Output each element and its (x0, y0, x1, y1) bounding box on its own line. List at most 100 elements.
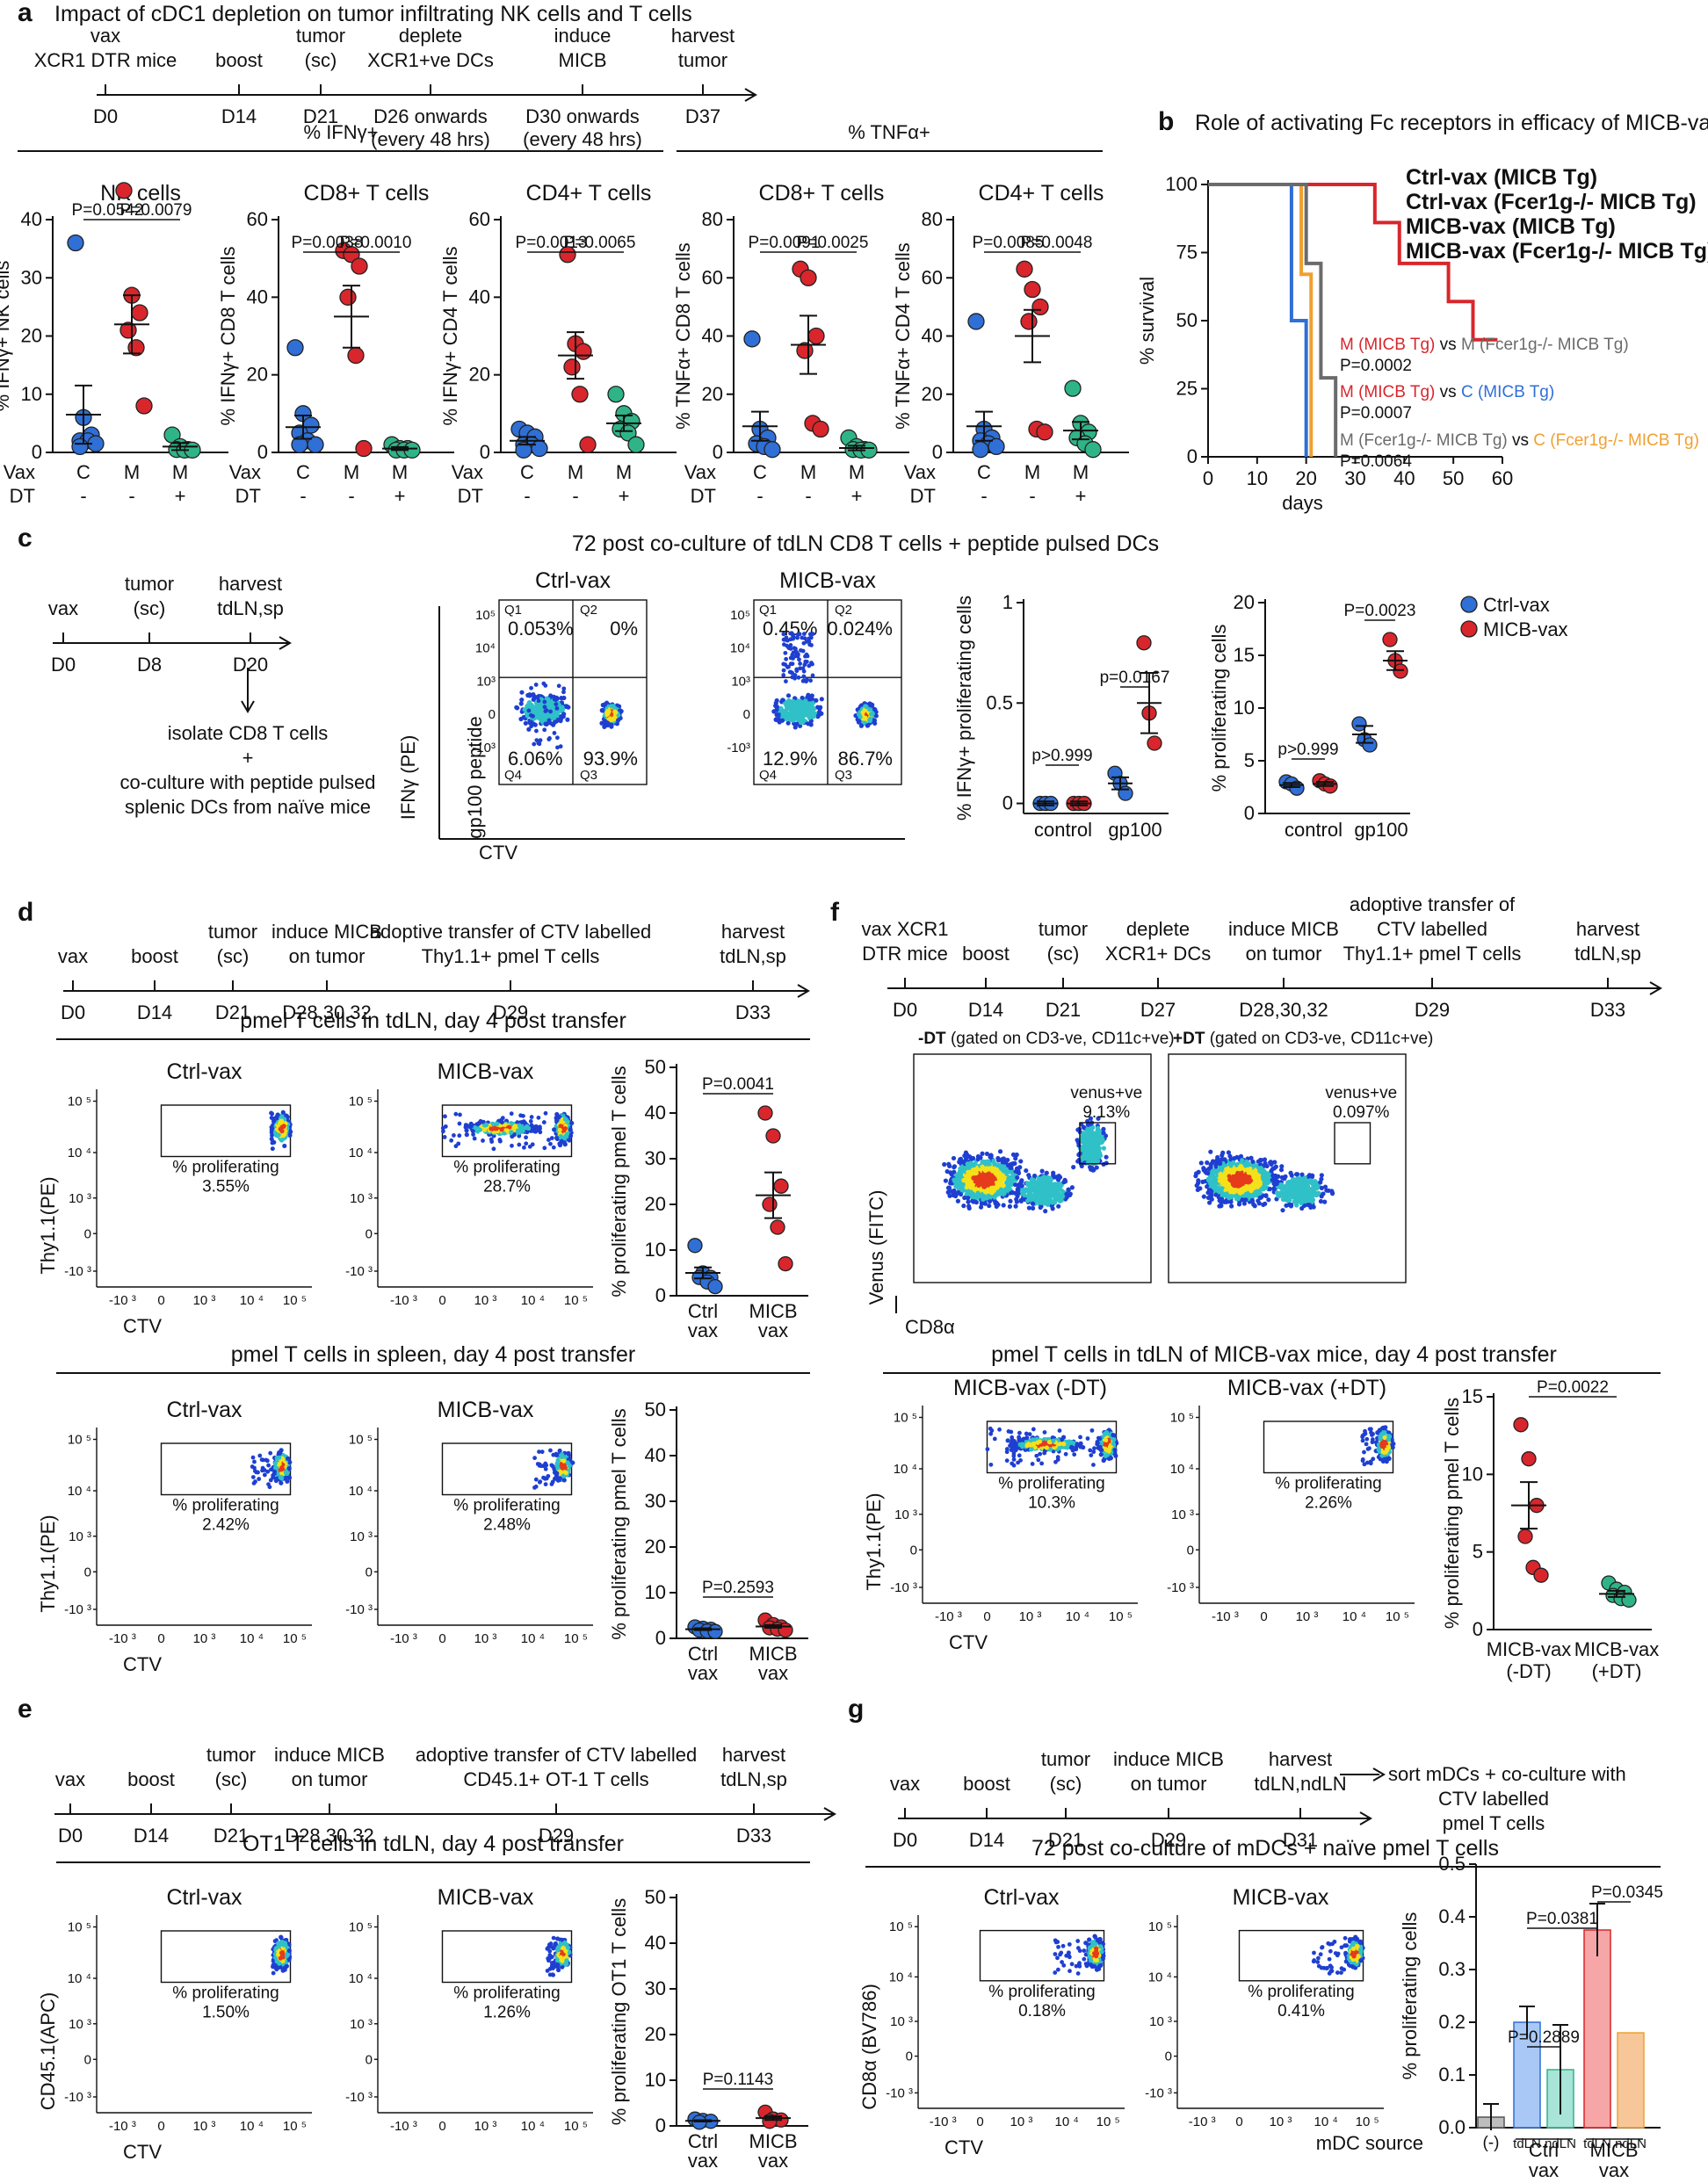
d-bot-ctrl-x-tick: 10 ³ (193, 1631, 216, 1646)
p-value: P=0.0025 (797, 234, 869, 252)
panel-letter-c: c (18, 524, 33, 553)
panel-f-timeline-day: D29 (1415, 999, 1450, 1021)
c-flow-micb-event (807, 663, 812, 669)
panel-d-bottom-title: pmel T cells in spleen, day 4 post trans… (231, 1342, 635, 1367)
panel-e-timeline-event: on tumor (292, 1768, 368, 1790)
dt-label: - (1029, 485, 1035, 507)
c-flow-ctrl-event (522, 707, 527, 712)
d-bot-micb-y-tick: 10 ⁵ (349, 1433, 373, 1448)
panel-e-timeline-day: D14 (134, 1825, 169, 1847)
f-dc-minus-title: -DT (gated on CD3-ve, CD11c+ve) (918, 1030, 1175, 1048)
f-dc-minus-event (951, 1155, 957, 1161)
d-top-micb-x-tick: 10 ³ (474, 1293, 497, 1308)
d-bot-micb-event (555, 1478, 561, 1483)
data-point (765, 1128, 781, 1144)
c-flow-ctrl-event (561, 695, 567, 701)
c-flow-micb-event (771, 709, 777, 714)
e-ctrl-x-label: CTV (123, 2141, 162, 2163)
d-bot-micb-title: MICB-vax (438, 1398, 534, 1422)
data-point (607, 386, 625, 403)
y-tick-label: 50 (645, 1399, 666, 1420)
c-flow-micb-event (807, 697, 813, 702)
dt-label: - (572, 485, 578, 507)
f-dc-minus-event (979, 1201, 984, 1206)
data-point (627, 436, 645, 453)
e-ctrl-y-tick: 10 ³ (69, 2017, 91, 2032)
d-top-micb-event (472, 1136, 477, 1141)
c-flow-ctrl-event (518, 716, 524, 722)
d-bot-micb-event (561, 1463, 566, 1468)
f-dc-minus-event (944, 1168, 950, 1175)
d-bot-micb-event (533, 1484, 539, 1489)
panel-e-timeline-day: D0 (58, 1825, 83, 1847)
d-top-micb-event (568, 1133, 574, 1138)
d-bot-ctrl-event (260, 1457, 265, 1463)
p-value: P=0.0065 (564, 234, 636, 252)
c-flow-micb-event (807, 713, 812, 719)
c-flow-ctrl-event (542, 699, 547, 705)
c-flow-ctrl-event (525, 713, 531, 719)
b-y-tick-label: 0 (1187, 445, 1198, 467)
f-dc-minus-event (965, 1153, 970, 1159)
e-micb-event (561, 1945, 566, 1951)
c-flow-ctrl-event (529, 724, 534, 729)
y-tick-label: 0 (257, 441, 268, 463)
f-dc-minus-event (952, 1177, 957, 1182)
f-dc-minus-event (952, 1193, 959, 1199)
c-flow-micb-event (808, 722, 814, 727)
d-top-micb-event (471, 1132, 475, 1137)
d-bot-ctrl-event (280, 1457, 286, 1462)
data-point (1031, 298, 1049, 316)
d-top-ctrl-event (272, 1116, 278, 1121)
f-dc-minus-event (984, 1151, 990, 1157)
y-tick-label: 0 (655, 1627, 666, 1649)
c-flow-micb-event (800, 635, 805, 640)
c-flow-ctrl-event (529, 719, 533, 725)
e-ctrl-title: Ctrl-vax (166, 1885, 242, 1910)
d-bot-micb-event (565, 1460, 570, 1465)
panel-c-down-arrow-head (241, 700, 255, 713)
data-point (115, 182, 133, 199)
d-top-micb-event (483, 1122, 489, 1127)
c-flow-x-label: CTV (479, 842, 517, 864)
d-bot-ctrl-event (252, 1459, 257, 1464)
d-top-micb-x-tick: 0 (438, 1293, 445, 1308)
legend-entry: MICB-vax (MICB Tg) (1406, 214, 1616, 239)
vax-label: C (76, 461, 90, 483)
y-tick-label: 0 (1244, 802, 1255, 824)
e-ctrl-x-tick: 10 ⁵ (283, 2119, 307, 2134)
d-bot-ctrl-x-tick: 0 (157, 1631, 164, 1646)
c-flow-micb-event (783, 650, 788, 655)
e-ctrl-event (277, 1961, 282, 1966)
c-flow-ctrl-y-tick: 10⁵ (475, 608, 496, 623)
panel-c-timeline-event: tumor (125, 573, 174, 595)
data-point (1016, 260, 1033, 278)
c-flow-ctrl-event (543, 709, 548, 713)
data-point (762, 1196, 778, 1212)
panel-f-timeline-event: tdLN,sp (1574, 943, 1641, 965)
d-top-micb-event (470, 1128, 475, 1133)
d-top-ctrl-event (269, 1136, 274, 1141)
y-tick-label: 30 (645, 1977, 666, 1999)
c-flow-micb-event (797, 701, 802, 706)
c-flow-ctrl-event (519, 698, 525, 703)
panel-a-timeline-event: induce (554, 25, 612, 47)
d-bot-ctrl-event (251, 1480, 257, 1485)
data-point (773, 1178, 789, 1194)
e-micb-gate-percent: 1.26% (483, 2004, 531, 2022)
d-top-ctrl-event (271, 1139, 277, 1145)
data-point (1393, 663, 1408, 679)
f-dc-minus-event (1014, 1152, 1019, 1158)
panel-c-step: co-culture with peptide pulsed (119, 771, 375, 793)
d-top-micb-event (569, 1120, 575, 1126)
c-flow-micb-y-tick: 10⁴ (730, 641, 750, 656)
y-tick-label: 0 (1002, 792, 1013, 814)
data-point (1147, 735, 1162, 751)
f-dc-minus-event (962, 1195, 967, 1201)
data-point (559, 246, 576, 264)
y-tick-label: 40 (645, 1102, 666, 1124)
panel-letter-b: b (1158, 107, 1174, 136)
d-top-micb-event (554, 1117, 560, 1123)
f-dc-minus-event (1004, 1171, 1010, 1176)
survival-curve (1208, 183, 1338, 457)
